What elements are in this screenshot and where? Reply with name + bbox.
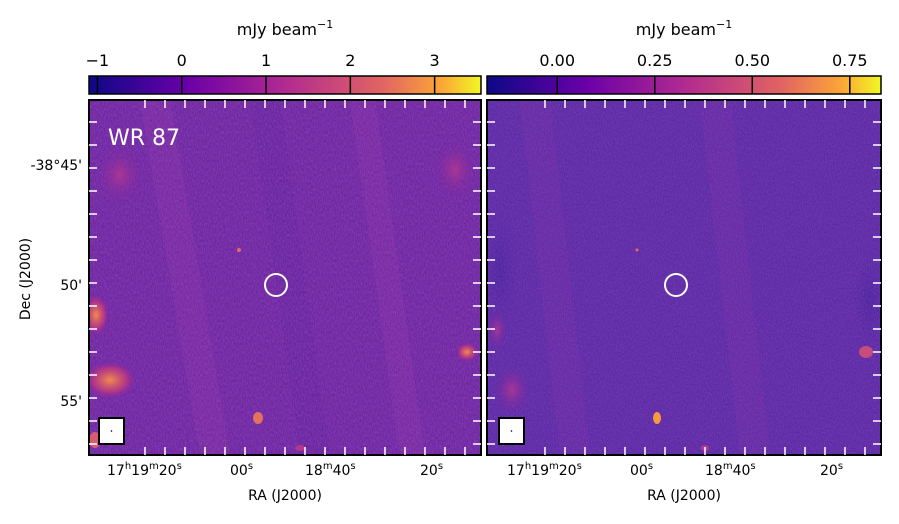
y-tick-label: 55' <box>60 394 82 410</box>
colorbar-left-unit: mJy beam−1 <box>237 18 333 39</box>
source-position-circle <box>264 273 288 297</box>
colorbar-tick-label: 0.00 <box>539 51 575 70</box>
x-axis-label: RA (J2000) <box>647 488 721 504</box>
y-tick-label: 50' <box>60 278 82 294</box>
emission-blob <box>455 342 479 362</box>
x-axis-label: RA (J2000) <box>248 488 322 504</box>
source-position-circle <box>664 273 688 297</box>
x-tick-label: 17h19m20s <box>507 461 582 479</box>
panel-right-frame <box>486 99 882 456</box>
x-tick-label: 20s <box>420 461 443 479</box>
emission-blob <box>487 310 507 350</box>
x-tick-label: 17h19m20s <box>107 461 182 479</box>
colorbar-left-bar <box>88 75 482 95</box>
x-tick-label: 00s <box>630 461 653 479</box>
colorbar-tick-label: 0.50 <box>734 51 770 70</box>
colorbar-tick-label: 1 <box>261 51 271 70</box>
colorbar-right-ticks: 0.00 0.25 0.50 0.75 <box>539 51 868 94</box>
compact-source <box>295 445 305 451</box>
colorbar-left: mJy beam−1 −1 0 1 2 3 <box>86 18 482 95</box>
beam-ellipse <box>110 430 113 432</box>
compact-source <box>253 412 263 424</box>
colorbar-tick-label: −1 <box>86 51 110 70</box>
emission-blob <box>89 293 110 337</box>
emission-blob <box>494 366 530 414</box>
colorbar-tick-label: 0.25 <box>637 51 673 70</box>
emission-blob <box>859 346 873 358</box>
colorbar-left-ticks: −1 0 1 2 3 <box>86 51 440 94</box>
compact-source <box>237 248 241 252</box>
image-panel-left <box>89 100 481 455</box>
y-axis-label: Dec (J2000) <box>18 238 34 320</box>
beam-box <box>498 417 525 445</box>
colorbar-tick-label: 0 <box>177 51 187 70</box>
source-label: WR 87 <box>108 126 180 151</box>
x-tick-label: 00s <box>230 461 253 479</box>
compact-source <box>635 248 639 252</box>
x-tick-label: 18m40s <box>705 461 756 479</box>
emission-blob <box>433 140 477 200</box>
colorbar-right: mJy beam−1 0.00 0.25 0.50 0.75 <box>486 18 882 95</box>
compact-source <box>653 412 661 424</box>
panel-right-ticks <box>487 100 881 455</box>
emission-blob <box>89 360 138 400</box>
colorbar-tick-label: 2 <box>345 51 355 70</box>
x-tick-label: 20s <box>820 461 843 479</box>
beam-ellipse <box>510 430 513 432</box>
panel-left-ticks <box>89 100 481 455</box>
colorbar-right-unit: mJy beam−1 <box>636 18 732 39</box>
colorbar-tick-label: 0.75 <box>832 51 868 70</box>
x-tick-label: 18m40s <box>305 461 356 479</box>
colorbar-tick-label: 3 <box>430 51 440 70</box>
colorbar-right-bar <box>486 75 882 95</box>
emission-blob <box>95 145 145 205</box>
y-tick-label: -38°45' <box>30 158 82 174</box>
